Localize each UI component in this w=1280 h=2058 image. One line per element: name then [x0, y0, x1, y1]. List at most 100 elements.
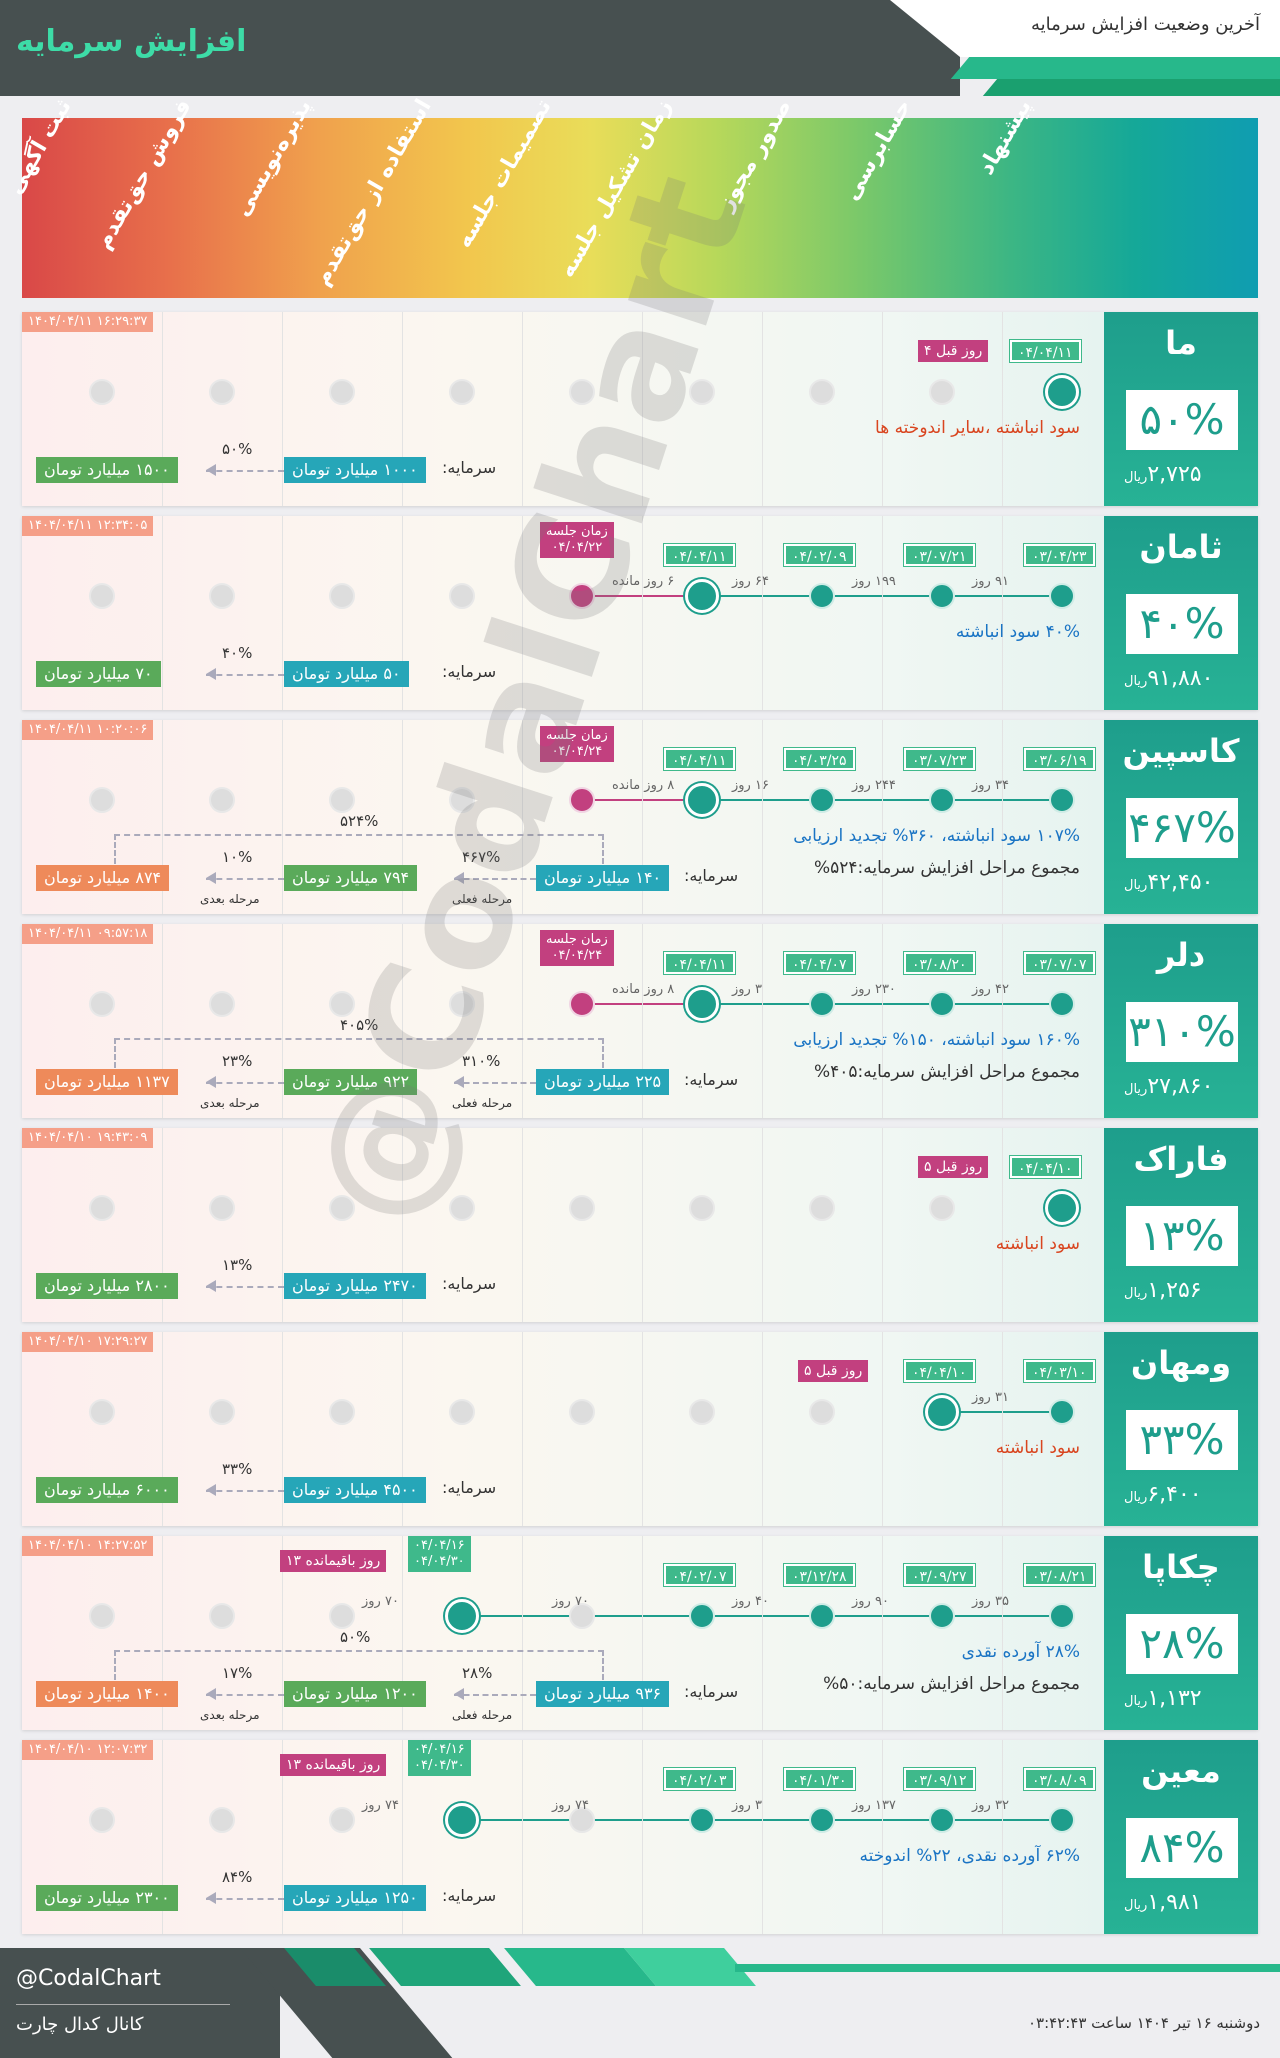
days-between: ۷۰ روز	[362, 1594, 399, 1609]
stage-dot	[89, 991, 115, 1017]
stage-dot	[89, 379, 115, 405]
footer-panel	[0, 1948, 280, 2058]
column-divider	[402, 1536, 403, 1730]
stock-symbol[interactable]: ثامان	[1139, 528, 1223, 566]
stage-dot	[1049, 1399, 1075, 1425]
stock-symbol[interactable]: معین	[1141, 1752, 1221, 1790]
column-divider	[762, 924, 763, 1118]
days-between: ۲۴۴ روز	[852, 778, 896, 793]
stock-card[interactable]: ۱۴۰۴/۰۴/۱۰ ۱۹:۴۳:۰۹ ۰۴/۰۴/۱۰ ۵ روز قبل سود …	[22, 1128, 1258, 1322]
stage-dot	[329, 787, 355, 813]
column-divider	[282, 1536, 283, 1730]
step-percent: ۴۶۷%	[462, 848, 501, 866]
header-stripe-2	[982, 79, 1280, 96]
stage-dot	[329, 1807, 355, 1833]
total-increase-note: مجموع مراحل افزایش سرمایه:۵۲۴%	[813, 858, 1080, 878]
arrow-head	[454, 872, 464, 884]
price-value: ۴۲,۴۵۰	[1147, 870, 1214, 895]
date-tag: ۰۴/۰۱/۳۰	[783, 1767, 856, 1791]
timestamp-badge: ۱۴۰۴/۰۴/۱۰ ۱۴:۲۷:۵۲	[22, 1536, 154, 1556]
stock-symbol[interactable]: کاسپین	[1122, 732, 1240, 770]
capital-after-next: ۱۱۳۷ میلیارد تومان	[36, 1069, 178, 1095]
meeting-date-tag: زمان جلسه ۰۴/۰۴/۲۴	[540, 726, 614, 762]
stock-card[interactable]: ۱۴۰۴/۰۴/۱۰ ۱۴:۲۷:۵۲ ۰۳/۰۸/۲۱ ۰۳/۰۹/۲۷ ۰۳/۱۲…	[22, 1536, 1258, 1730]
stock-symbol[interactable]: ومهان	[1130, 1344, 1232, 1382]
stage-dot	[1049, 583, 1075, 609]
stock-card[interactable]: ۱۴۰۴/۰۴/۱۱ ۱۰:۲۰:۰۶ ۰۳/۰۶/۱۹ ۰۳/۰۷/۲۳ ۰۴/۰۳…	[22, 720, 1258, 914]
stock-card[interactable]: ۱۴۰۴/۰۴/۱۱ ۱۶:۲۹:۳۷ ۰۴/۰۴/۱۱ ۴ روز قبل سود …	[22, 312, 1258, 506]
column-divider	[282, 1128, 283, 1322]
column-divider	[522, 1536, 523, 1730]
column-divider	[882, 312, 883, 506]
stock-symbol[interactable]: چکاپا	[1142, 1548, 1220, 1586]
stock-card[interactable]: ۱۴۰۴/۰۴/۱۱ ۱۲:۳۴:۰۵ ۰۳/۰۴/۲۳ ۰۳/۰۷/۲۱ ۰۴/۰۲…	[22, 516, 1258, 710]
step-percent: ۲۸%	[462, 1664, 493, 1682]
currency: ریال	[1124, 1898, 1148, 1913]
column-divider	[162, 1536, 163, 1730]
column-divider	[882, 924, 883, 1118]
current-stage-dot	[685, 987, 719, 1021]
next-stage-label: مرحله بعدی	[200, 1096, 260, 1110]
footer-divider	[16, 2004, 230, 2005]
column-divider	[162, 924, 163, 1118]
current-stage-dot	[1045, 375, 1079, 409]
column-divider	[162, 516, 163, 710]
arrow-dash	[206, 1490, 284, 1492]
stock-card[interactable]: ۱۴۰۴/۰۴/۱۰ ۱۷:۲۹:۲۷ ۰۴/۰۳/۱۰ ۰۴/۰۴/۱۰ ۳۱ رو…	[22, 1332, 1258, 1526]
next-stage-label: مرحله بعدی	[200, 1708, 260, 1722]
column-divider	[282, 924, 283, 1118]
step-percent: ۳۳%	[222, 1460, 253, 1478]
total-bracket	[114, 1038, 116, 1068]
column-divider	[762, 1128, 763, 1322]
stage-dot	[929, 379, 955, 405]
stage-dot	[89, 1807, 115, 1833]
step-percent: ۱۷%	[222, 1664, 253, 1682]
total-increase-note: مجموع مراحل افزایش سرمایه:۵۰%	[823, 1674, 1080, 1694]
stage-dot	[809, 787, 835, 813]
current-stage-label: مرحله فعلی	[452, 892, 513, 906]
stage-dot	[449, 991, 475, 1017]
stage-dot	[689, 1399, 715, 1425]
remaining-days-tag: ۱۳ روز باقیمانده	[280, 1754, 387, 1776]
column-divider	[762, 1536, 763, 1730]
date-tag: ۰۴/۰۴/۱۱	[663, 951, 736, 975]
increase-description: ۲۸% آورده نقدی	[961, 1642, 1080, 1662]
date-end: ۰۴/۰۴/۳۰	[414, 1554, 465, 1569]
stock-symbol[interactable]: دلر	[1156, 936, 1206, 974]
meeting-label: زمان جلسه	[546, 932, 608, 947]
stage-dot	[929, 991, 955, 1017]
column-divider	[762, 720, 763, 914]
column-divider	[1002, 924, 1003, 1118]
arrow-dash	[206, 1286, 284, 1288]
stage-dot	[929, 583, 955, 609]
stock-symbol[interactable]: فاراک	[1133, 1140, 1229, 1178]
capital-label: سرمایه:	[442, 1478, 497, 1497]
days-between: ۱۶ روز	[732, 778, 769, 793]
total-bracket	[602, 1038, 604, 1068]
currency: ریال	[1124, 470, 1148, 485]
stage-dot	[329, 991, 355, 1017]
days-between: ۲۳۰ روز	[852, 982, 896, 997]
stock-card[interactable]: ۱۴۰۴/۰۴/۱۱ ۰۹:۵۷:۱۸ ۰۳/۰۷/۰۷ ۰۳/۰۸/۲۰ ۰۴/۰۴…	[22, 924, 1258, 1118]
column-divider	[1002, 1740, 1003, 1934]
stock-symbol[interactable]: ما	[1165, 324, 1197, 362]
column-divider	[522, 1128, 523, 1322]
column-divider	[162, 312, 163, 506]
stage-dot	[329, 1195, 355, 1221]
capital-after: ۷۰ میلیارد تومان	[36, 661, 161, 687]
stock-summary: فاراک ۱۳% ۱,۲۵۶ریال	[1104, 1128, 1258, 1322]
arrow-dash	[454, 1694, 536, 1696]
price-value: ۱,۱۳۲	[1147, 1686, 1202, 1711]
stock-price: ۹۱,۸۸۰ریال	[1124, 666, 1213, 691]
date-tag: ۰۴/۰۴/۱۱	[1009, 339, 1082, 363]
days-between: ۴۲ روز	[972, 982, 1009, 997]
pending-date-tag: ۰۴/۰۴/۱۶ ۰۴/۰۴/۳۰	[408, 1740, 471, 1776]
top-bar	[0, 0, 960, 96]
stock-card[interactable]: ۱۴۰۴/۰۴/۱۰ ۱۲:۰۷:۳۲ ۰۳/۰۸/۰۹ ۰۳/۰۹/۱۲ ۰۴/۰۱…	[22, 1740, 1258, 1934]
currency: ریال	[1124, 1082, 1148, 1097]
arrow-head	[206, 1280, 216, 1292]
arrow-dash	[454, 878, 536, 880]
days-ago-tag: ۴ روز قبل	[918, 340, 989, 362]
stage-dot	[929, 1807, 955, 1833]
current-stage-dot	[685, 579, 719, 613]
